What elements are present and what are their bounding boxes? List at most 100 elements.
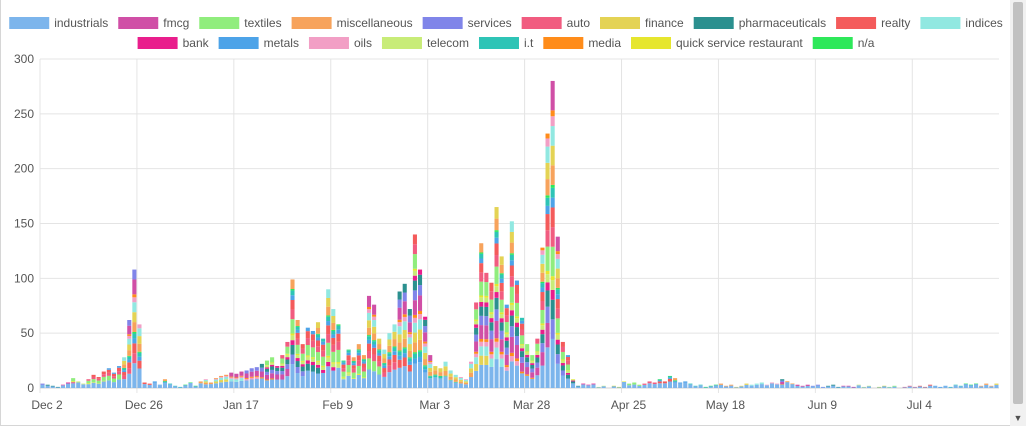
bar-segment — [203, 381, 208, 383]
bar-segment — [147, 383, 152, 385]
bar-segment — [372, 341, 377, 345]
bar-segment — [448, 373, 453, 377]
bar-segment — [346, 352, 351, 356]
x-tick-label: Apr 25 — [611, 398, 647, 412]
bar-segment — [147, 384, 152, 388]
bar-segment — [321, 369, 326, 373]
bar-segment — [351, 378, 356, 379]
bar-segment — [280, 379, 285, 388]
bar-segment — [892, 386, 897, 388]
bar-segment — [974, 383, 979, 385]
bar-segment — [137, 360, 142, 369]
bar-segment — [560, 351, 565, 360]
bar-segment — [392, 354, 397, 363]
bar-segment — [417, 269, 423, 275]
bar-segment — [397, 355, 402, 360]
bar-segment — [366, 306, 372, 310]
y-tick-label: 50 — [21, 326, 35, 340]
bar-segment — [565, 372, 571, 375]
bar-segment — [596, 387, 601, 388]
bar-segment — [412, 300, 417, 315]
bar-segment — [769, 382, 775, 384]
bar-segment — [759, 384, 764, 388]
bar-segment — [122, 375, 127, 380]
bar-segment — [453, 377, 458, 380]
bar-segment — [479, 301, 484, 307]
bar-segment — [96, 377, 101, 379]
scrollbar-thumb[interactable] — [1013, 2, 1023, 404]
bar-segment — [545, 138, 550, 147]
bar-segment — [856, 384, 861, 386]
bar-segment — [366, 339, 372, 344]
vertical-scrollbar[interactable]: ▼ — [1010, 0, 1026, 426]
bar-segment — [963, 383, 968, 388]
bar-segment — [356, 349, 361, 351]
bar-segment — [479, 243, 484, 253]
bar-segment — [504, 333, 509, 338]
bar-segment — [372, 326, 377, 334]
bar-segment — [632, 382, 637, 385]
bar-segment — [372, 347, 377, 355]
bar-segment — [213, 383, 219, 388]
bar-segment — [504, 332, 509, 334]
bar-segment — [514, 322, 519, 328]
bar-segment — [152, 381, 157, 383]
bar-segment — [443, 376, 448, 388]
bar-segment — [213, 378, 219, 379]
bar-segment — [392, 347, 397, 352]
bar-segment — [479, 315, 484, 326]
bar-segment — [244, 380, 249, 388]
bar-segment — [443, 375, 448, 377]
bar-segment — [530, 363, 535, 365]
bar-segment — [86, 384, 91, 388]
bar-segment — [846, 386, 851, 388]
bar-segment — [555, 268, 560, 279]
bar-segment — [667, 376, 673, 378]
bar-segment — [366, 358, 372, 370]
bar-segment — [412, 254, 417, 269]
bar-segment — [392, 369, 397, 388]
bar-segment — [285, 357, 290, 360]
bar-segment — [239, 371, 244, 376]
y-tick-label: 0 — [27, 381, 34, 395]
bar-segment — [351, 378, 356, 388]
bar-segment — [341, 360, 346, 362]
bar-segment — [305, 338, 310, 346]
bar-segment — [448, 380, 453, 388]
bar-segment — [560, 375, 565, 388]
bar-segment — [392, 351, 397, 355]
bar-segment — [499, 366, 504, 388]
bar-segment — [275, 366, 280, 368]
bar-segment — [341, 379, 346, 388]
bar-segment — [479, 338, 484, 342]
legend-swatch — [600, 17, 641, 29]
bar-segment — [372, 314, 377, 317]
bar-segment — [55, 386, 60, 388]
bar-segment — [336, 349, 341, 363]
bar-segment — [198, 381, 203, 384]
bar-segment — [520, 335, 525, 345]
bar-segment — [494, 286, 499, 293]
bar-segment — [280, 363, 285, 365]
bar-segment — [550, 299, 555, 320]
legend-swatch — [308, 37, 349, 49]
bar-segment — [494, 230, 499, 232]
bar-segment — [315, 333, 321, 335]
bar-segment — [963, 383, 968, 385]
bar-segment — [565, 370, 571, 373]
bar-segment — [423, 319, 428, 327]
bar-segment — [555, 308, 560, 319]
bar-segment — [295, 338, 300, 345]
scroll-down-arrow-icon[interactable]: ▼ — [1013, 413, 1023, 423]
bar-segment — [535, 338, 540, 344]
bar-segment — [565, 370, 571, 371]
bar-segment — [132, 279, 137, 295]
bar-segment — [530, 378, 535, 388]
bar-segment — [168, 383, 173, 385]
x-tick-label: Feb 9 — [322, 398, 353, 412]
bar-segment — [826, 385, 831, 387]
bar-segment — [402, 366, 407, 388]
bar-segment — [560, 370, 565, 376]
bar-segment — [290, 364, 295, 388]
bar-segment — [948, 386, 953, 388]
